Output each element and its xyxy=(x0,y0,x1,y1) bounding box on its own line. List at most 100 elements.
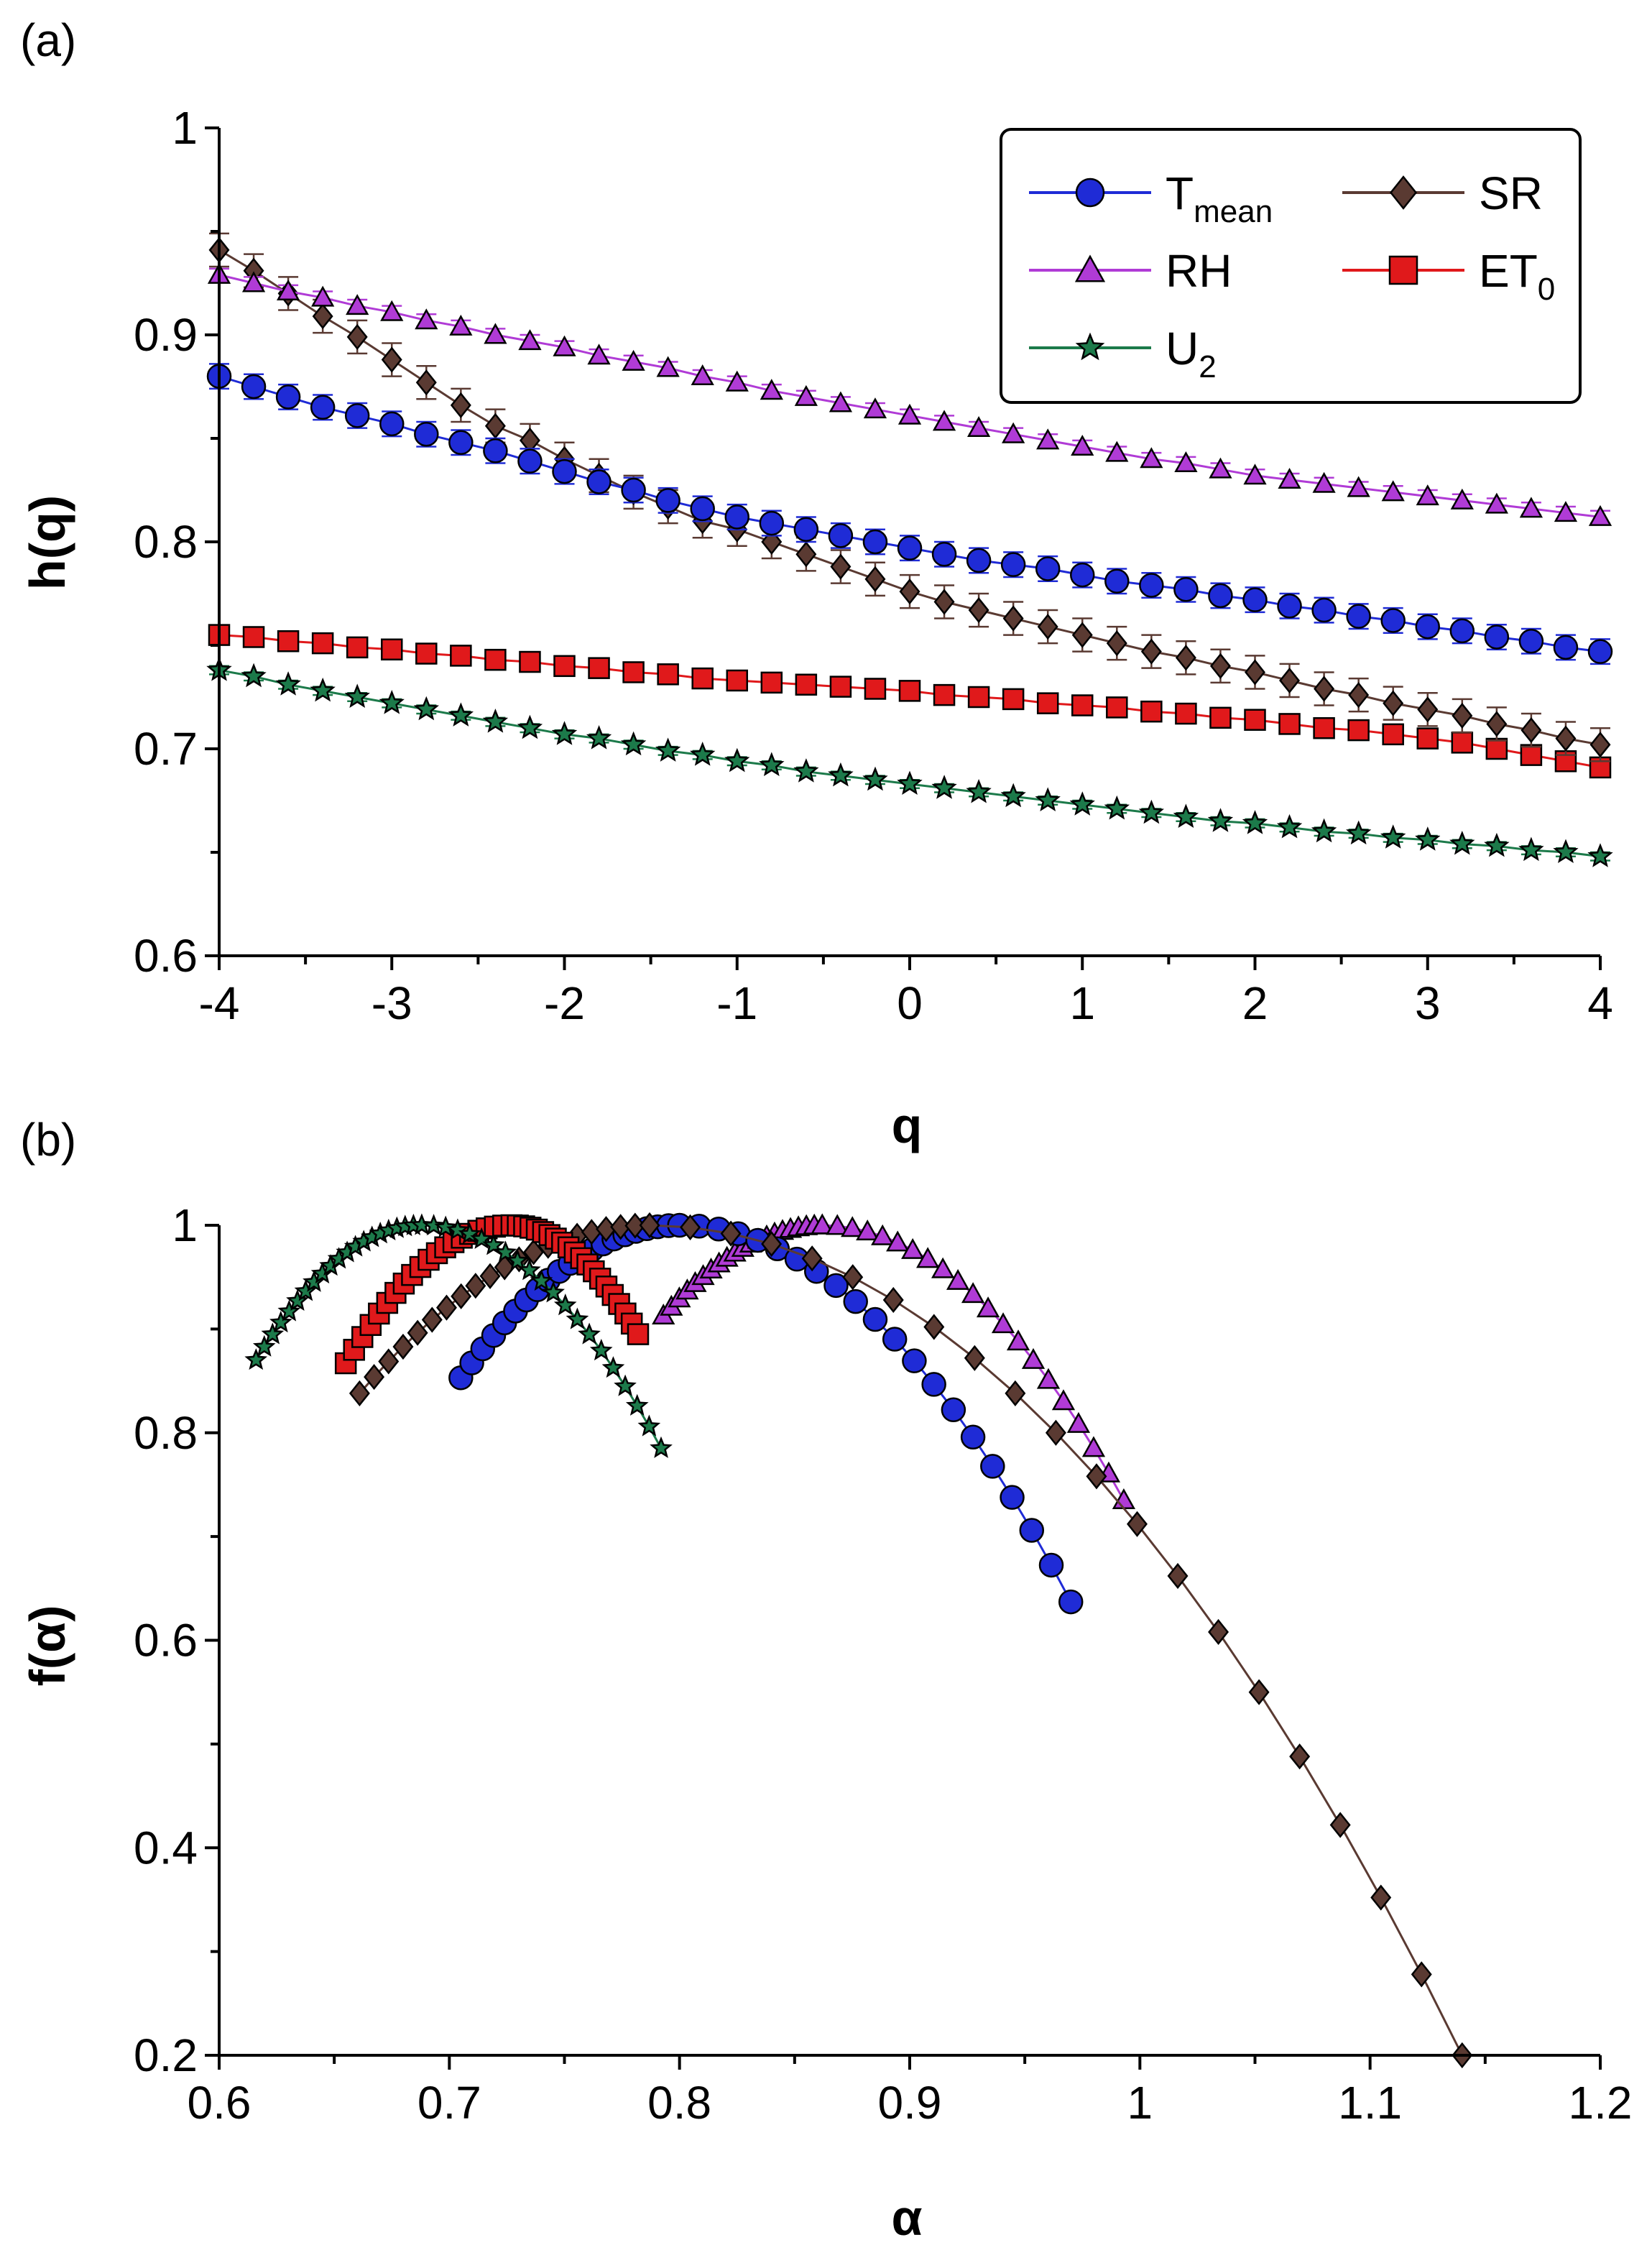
panel-a-point-Tmean xyxy=(1484,624,1510,650)
panel-a-point-U2 xyxy=(379,690,405,714)
panel-b-point-Tmean xyxy=(1038,1552,1064,1578)
panel-a-point-ET0 xyxy=(691,667,714,690)
panel-a-point-RH xyxy=(1071,434,1094,456)
panel-a-point-U2 xyxy=(931,775,957,799)
panel-a-point-Tmean xyxy=(379,411,405,437)
panel-b-point-RH xyxy=(961,1282,985,1304)
panel-a-point-SR xyxy=(1589,732,1611,758)
panel-b-point-U2 xyxy=(542,1281,565,1303)
panel-a-point-U2 xyxy=(1346,820,1372,845)
panel-a-point-U2 xyxy=(1449,830,1475,855)
panel-b-point-RH xyxy=(976,1296,1000,1318)
panel-a-point-Tmean xyxy=(1139,573,1164,598)
panel-b-point-Tmean xyxy=(1058,1589,1084,1615)
panel-b-y-tick-label: 0.4 xyxy=(134,1822,198,1873)
panel-a-point-ET0 xyxy=(1313,716,1335,739)
panel-a-point-SR xyxy=(415,369,437,396)
panel-b-point-Tmean xyxy=(843,1289,868,1314)
panel-a-point-RH xyxy=(897,403,922,425)
panel-a-point-RH xyxy=(449,314,473,336)
legend-marker-ET0 xyxy=(1388,255,1418,285)
panel-a-point-Tmean xyxy=(966,548,992,573)
panel-a-x-tick-label: 1 xyxy=(1069,977,1095,1029)
panel-a-point-U2 xyxy=(1000,783,1026,808)
panel-a-point-U2 xyxy=(1173,803,1199,828)
panel-a-point-SR xyxy=(1279,667,1301,694)
panel-a-point-U2 xyxy=(1276,813,1303,839)
panel-b-point-SR xyxy=(680,1214,701,1240)
panel-b-series-Tmean xyxy=(448,1212,1084,1615)
panel-a-point-SR xyxy=(899,578,920,605)
legend-entry-RH: RH xyxy=(1029,245,1232,297)
panel-b-point-Tmean xyxy=(1019,1518,1045,1543)
panel-b-point-Tmean xyxy=(921,1372,946,1397)
panel-a-point-SR xyxy=(484,412,506,439)
panel-a-point-RH xyxy=(1140,447,1163,469)
panel-a-point-RH xyxy=(829,391,853,412)
panel-a-series-Tmean xyxy=(206,363,1613,665)
panel-a-point-RH xyxy=(241,271,266,292)
panel-a-point-U2 xyxy=(241,663,267,688)
panel-b-point-SR xyxy=(378,1348,400,1375)
panel-b-point-U2 xyxy=(244,1348,268,1370)
panel-a-point-ET0 xyxy=(1520,744,1543,766)
panel-a-point-RH xyxy=(863,397,887,419)
panel-a-point-RH xyxy=(691,364,714,386)
panel-a-point-U2 xyxy=(897,770,923,795)
panel-a-point-SR xyxy=(1245,659,1265,686)
panel-a-point-ET0 xyxy=(898,680,921,702)
panel-a-point-Tmean xyxy=(1242,587,1268,612)
panel-b-y-tick-label: 0.2 xyxy=(134,2029,198,2081)
panel-b-point-RH xyxy=(826,1214,849,1235)
panel-a-point-RH xyxy=(1036,428,1060,450)
panel-a-point-U2 xyxy=(1587,843,1613,867)
panel-b-point-SR xyxy=(1086,1463,1107,1490)
panel-b-point-SR xyxy=(436,1294,457,1321)
panel-a-point-ET0 xyxy=(588,657,610,679)
panel-a-point-Tmean xyxy=(275,384,301,410)
panel-a-point-Tmean xyxy=(897,535,923,561)
panel-a-point-U2 xyxy=(1035,787,1061,812)
panel-a-x-tick-label: -2 xyxy=(544,977,585,1029)
panel-a-point-Tmean xyxy=(414,421,439,447)
panel-a-point-SR xyxy=(1555,725,1577,752)
panel-a-point-Tmean xyxy=(1070,562,1095,588)
panel-a-point-ET0 xyxy=(415,642,438,665)
panel-a-point-Tmean xyxy=(1173,576,1199,602)
panel-a-point-Tmean xyxy=(483,438,508,464)
panel-b-point-Tmean xyxy=(941,1397,966,1423)
legend-marker-U2 xyxy=(1075,332,1105,361)
panel-a-y-tick-label: 0.8 xyxy=(134,516,198,568)
panel-b-x-title: α xyxy=(891,2190,922,2245)
panel-a-x-tick-label: -4 xyxy=(199,977,240,1029)
panel-b-point-U2 xyxy=(650,1436,673,1458)
panel-a-point-ET0 xyxy=(484,648,507,671)
panel-b-point-Tmean xyxy=(862,1306,888,1332)
panel-a-point-SR xyxy=(312,303,333,330)
panel-a-point-ET0 xyxy=(519,650,541,673)
panel-b-x-tick-label: 1.2 xyxy=(1569,2077,1633,2129)
panel-a-x-tick-label: 4 xyxy=(1587,977,1613,1029)
panel-b-x-tick-label: 1.1 xyxy=(1338,2077,1402,2129)
panel-a-point-U2 xyxy=(1415,826,1441,851)
panel-b-point-U2 xyxy=(261,1322,285,1345)
panel-a-point-Tmean xyxy=(1000,552,1026,577)
panel-b-point-SR xyxy=(964,1345,985,1371)
panel-a-point-RH xyxy=(311,285,335,307)
panel-b-point-SR xyxy=(494,1254,515,1281)
panel-a-point-ET0 xyxy=(933,683,956,706)
panel-a-point-Tmean xyxy=(1311,597,1337,623)
panel-a-point-U2 xyxy=(310,677,336,702)
panel-b-x-tick-label: 1 xyxy=(1127,2077,1153,2129)
panel-a-y-tick-label: 0.9 xyxy=(134,309,198,361)
panel-a-series-RH xyxy=(207,262,1612,526)
panel-a-point-Tmean xyxy=(1587,639,1613,664)
legend-label-ET0: ET0 xyxy=(1479,245,1555,307)
panel-a-x-tick-label: -3 xyxy=(372,977,412,1029)
panel-b-point-SR xyxy=(1127,1511,1148,1537)
panel-b-point-SR xyxy=(465,1273,486,1299)
panel-b-point-SR xyxy=(1411,1961,1432,1988)
panel-a-point-U2 xyxy=(413,696,439,721)
panel-b-point-U2 xyxy=(252,1334,276,1357)
panel-a-point-Tmean xyxy=(1553,635,1579,660)
